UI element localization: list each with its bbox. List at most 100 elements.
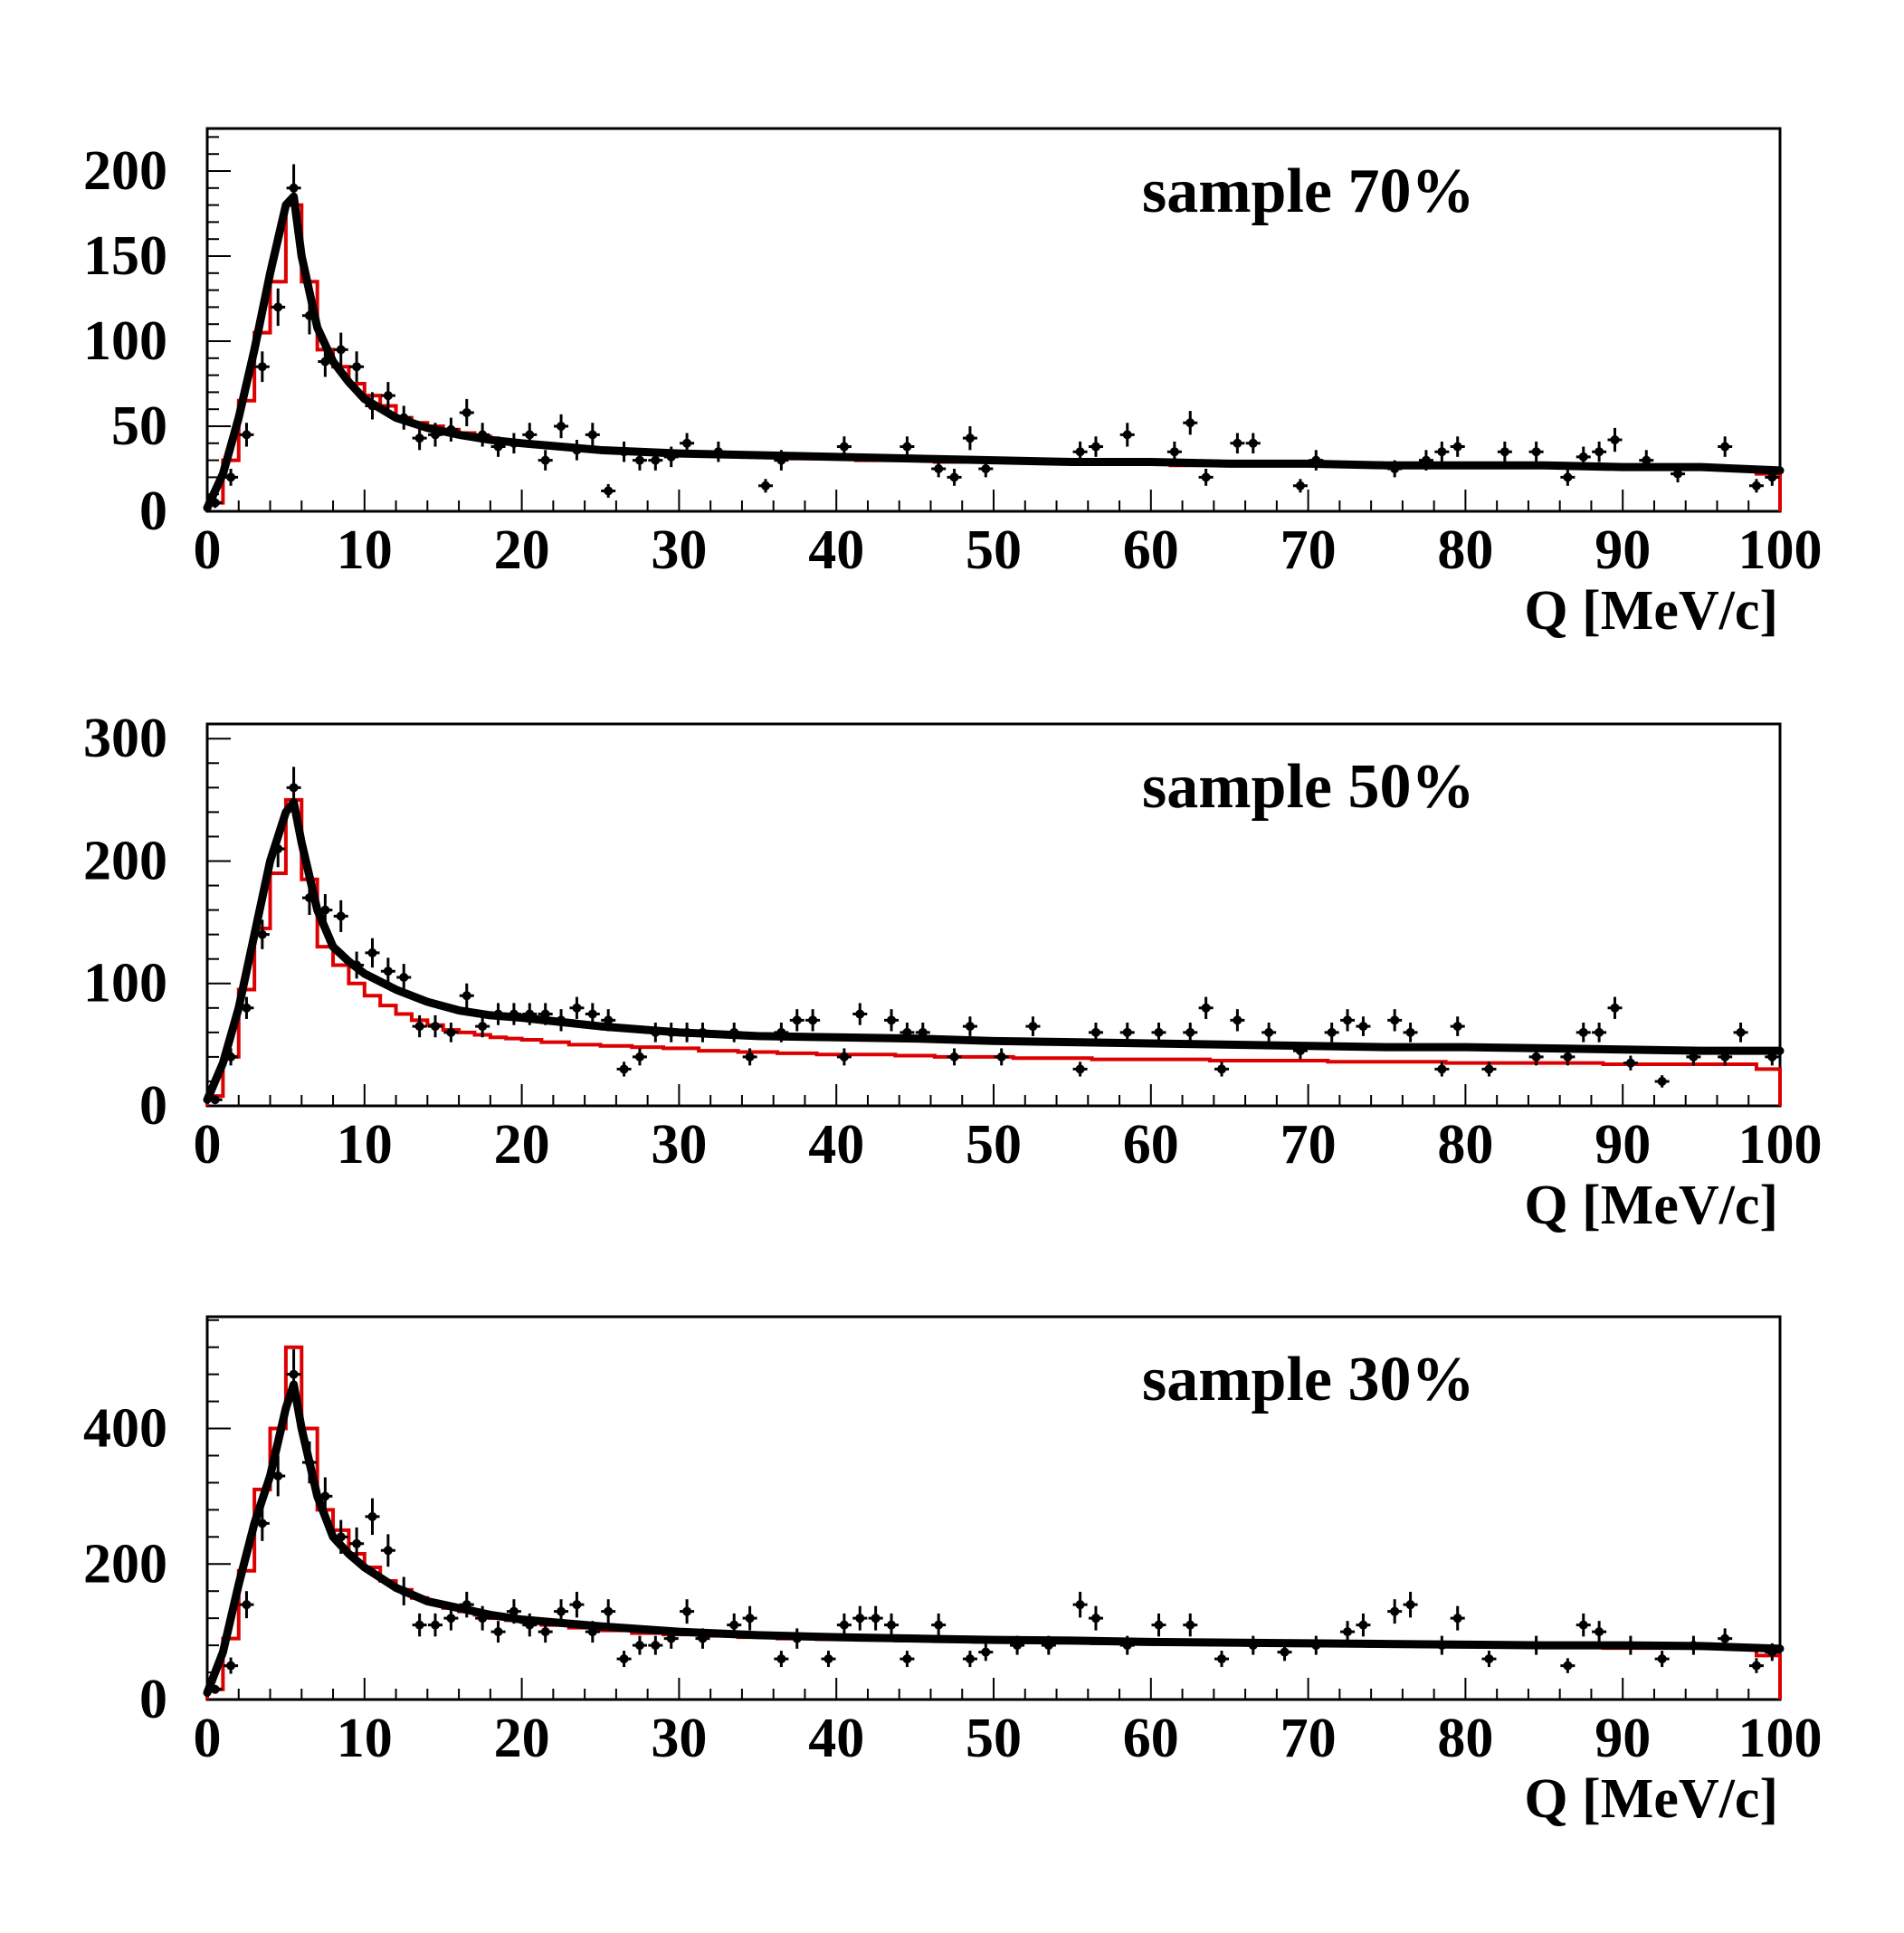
point-marker	[336, 911, 346, 921]
x-tick-label: 100	[1738, 519, 1823, 581]
point-marker	[776, 1654, 786, 1664]
point-marker	[1154, 1620, 1164, 1630]
x-tick-label: 0	[194, 1114, 222, 1176]
data-point	[1230, 433, 1245, 454]
point-marker	[572, 1003, 582, 1013]
point-marker	[540, 455, 550, 465]
point-marker	[1233, 1015, 1242, 1025]
point-marker	[1720, 1633, 1730, 1643]
data-point	[868, 1605, 883, 1631]
point-marker	[1075, 1064, 1085, 1074]
data-point	[1528, 1048, 1544, 1066]
data-point	[836, 1048, 852, 1066]
point-marker	[949, 1052, 959, 1062]
point-marker	[210, 1684, 220, 1694]
data-point	[774, 1651, 789, 1668]
point-marker	[1499, 447, 1509, 457]
data-point	[1292, 1042, 1308, 1060]
point-marker	[289, 783, 299, 793]
point-marker	[540, 1009, 550, 1019]
data-point	[349, 351, 365, 383]
data-point	[1592, 1023, 1607, 1043]
x-tick-label: 50	[966, 1708, 1022, 1769]
point-marker	[934, 1620, 944, 1630]
data-point	[349, 951, 365, 979]
data-point	[616, 1062, 632, 1077]
data-point	[490, 1003, 506, 1025]
point-marker	[242, 1003, 252, 1013]
point-marker	[902, 442, 912, 452]
data-point	[710, 441, 726, 462]
data-point	[1387, 1009, 1403, 1032]
x-tick-label: 30	[651, 519, 707, 581]
point-marker	[1563, 472, 1573, 482]
point-marker	[1578, 1620, 1588, 1630]
point-marker	[682, 438, 692, 448]
x-tick-label: 70	[1280, 519, 1337, 581]
data-point	[1088, 1023, 1103, 1043]
point-marker	[713, 447, 723, 457]
point-marker	[352, 362, 362, 372]
data-point	[1183, 411, 1198, 435]
data-point	[805, 1009, 821, 1032]
data-point	[380, 1534, 395, 1567]
data-point	[680, 433, 695, 454]
point-marker	[682, 1027, 692, 1037]
data-point	[412, 1613, 427, 1637]
x-tick-label: 0	[194, 519, 222, 581]
point-marker	[698, 1633, 708, 1643]
point-marker	[352, 1538, 362, 1548]
data-point	[1765, 469, 1780, 486]
point-marker	[367, 1511, 377, 1521]
point-marker	[1531, 1052, 1541, 1062]
x-tick-label: 90	[1595, 1114, 1651, 1176]
data-point	[836, 436, 852, 457]
point-marker	[509, 1606, 519, 1616]
point-marker	[336, 345, 346, 355]
data-point	[224, 469, 239, 486]
point-marker	[383, 966, 393, 976]
data-point	[616, 441, 632, 462]
data-point	[1183, 1613, 1198, 1637]
data-point	[522, 1613, 538, 1637]
data-point	[333, 332, 348, 367]
point-marker	[1625, 1058, 1635, 1068]
x-tick-label: 50	[966, 1114, 1022, 1176]
point-marker	[1625, 1641, 1635, 1651]
data-point	[1151, 1023, 1166, 1043]
point-marker	[1390, 464, 1400, 473]
data-point	[254, 1505, 270, 1541]
y-tick-label: 300	[83, 708, 167, 769]
point-marker	[1122, 1027, 1132, 1037]
point-marker	[651, 1027, 661, 1037]
data-point	[333, 1519, 348, 1555]
point-marker	[304, 310, 314, 320]
data-point	[1497, 441, 1512, 462]
data-point	[836, 1613, 852, 1637]
data-point	[554, 1599, 569, 1624]
point-marker	[619, 1064, 629, 1074]
data-point	[271, 1455, 286, 1497]
point-marker	[776, 1027, 786, 1037]
point-marker	[1122, 430, 1132, 440]
point-marker	[1767, 1052, 1777, 1062]
data-point	[727, 1613, 742, 1637]
x-axis-ticks: 0 10 20 30 40 50 60 70 80 90 100	[194, 1084, 1823, 1176]
data-point	[663, 1628, 679, 1649]
y-tick-label: 0	[139, 1075, 167, 1137]
data-point	[978, 1643, 994, 1662]
point-marker	[336, 1532, 346, 1542]
y-tick-label: 0	[139, 1669, 167, 1730]
data-point	[821, 1651, 836, 1668]
data-point	[301, 1441, 317, 1484]
data-point	[1309, 1635, 1324, 1655]
data-point	[1340, 1009, 1356, 1032]
data-point	[632, 1048, 647, 1066]
red-histogram-path	[205, 797, 1782, 1106]
point-marker	[1689, 1052, 1699, 1062]
data-point	[648, 1023, 663, 1043]
point-marker	[1358, 1022, 1368, 1032]
data-point	[1356, 1613, 1371, 1637]
data-point	[1277, 1643, 1292, 1662]
data-point	[1387, 1599, 1403, 1624]
